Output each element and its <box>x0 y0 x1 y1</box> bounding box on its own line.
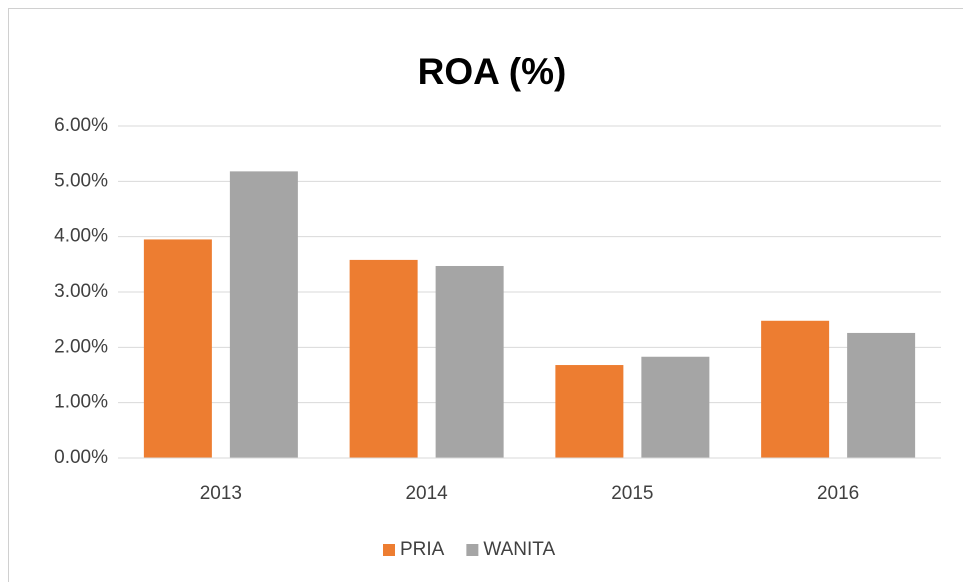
y-tick-label: 0.00% <box>54 447 108 468</box>
y-tick-label: 3.00% <box>54 281 108 302</box>
legend-swatch <box>383 544 395 556</box>
bar <box>143 239 212 458</box>
bar <box>435 265 504 458</box>
bar <box>761 320 830 458</box>
y-tick-label: 2.00% <box>54 336 108 357</box>
x-tick-label: 2015 <box>611 483 653 504</box>
y-tick-label: 5.00% <box>54 170 108 191</box>
y-tick-label: 4.00% <box>54 226 108 247</box>
x-tick-label: 2013 <box>200 483 242 504</box>
legend-label: WANITA <box>483 539 555 560</box>
x-tick-label: 2014 <box>405 483 448 504</box>
bar <box>349 259 418 458</box>
x-tick-label: 2016 <box>817 483 859 504</box>
bar <box>847 332 916 458</box>
bar <box>555 365 624 458</box>
chart-title: ROA (%) <box>418 51 567 92</box>
y-tick-label: 1.00% <box>54 392 108 413</box>
bar <box>229 171 298 458</box>
legend-label: PRIA <box>400 539 445 560</box>
bar <box>641 356 710 458</box>
legend-swatch <box>466 544 479 556</box>
y-tick-label: 6.00% <box>54 115 108 136</box>
